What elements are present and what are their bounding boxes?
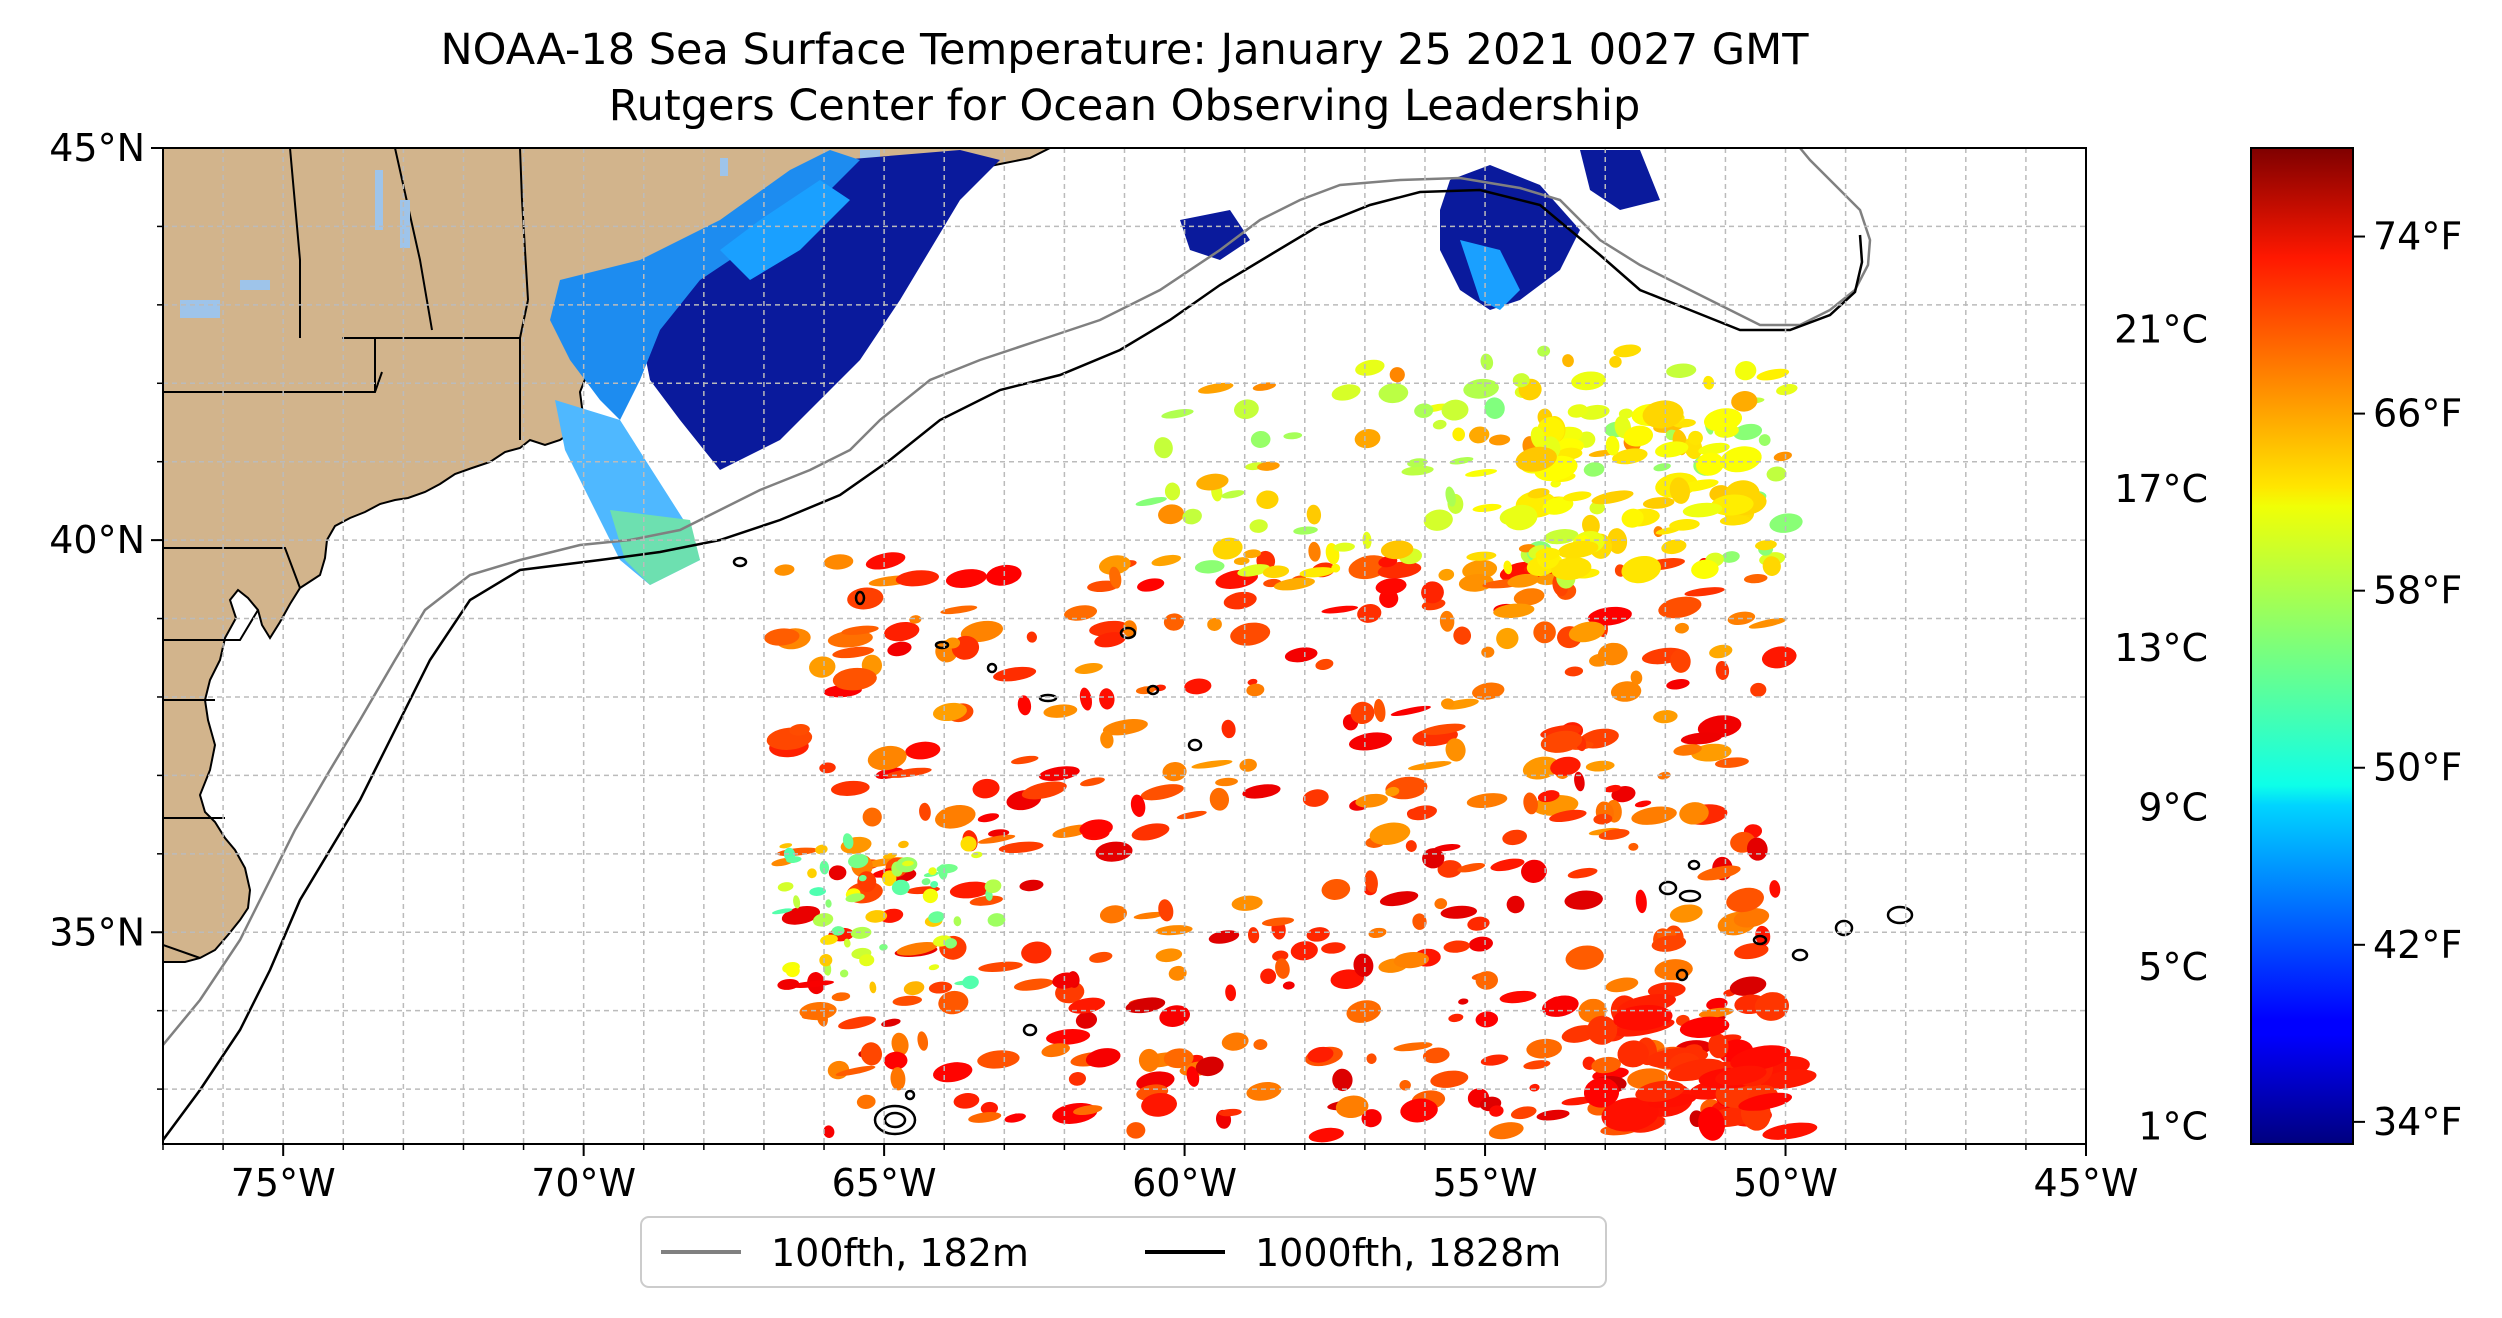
- legend: 100fth, 182m 1000fth, 1828m: [640, 1216, 1607, 1288]
- longitude-axis: 75°W 70°W 65°W 60°W 55°W 50°W 45°W: [162, 1144, 2139, 1205]
- lon-tick-label: 45°W: [2034, 1161, 2139, 1205]
- sst-data-layer: [550, 150, 1818, 1143]
- colorbar: 74°F 66°F 58°F 50°F 42°F 34°F 21°C 17°C 13°C 9°C…: [2114, 147, 2462, 1148]
- seamount-contours: [732, 556, 1914, 1136]
- lon-tick-label: 55°W: [1433, 1161, 1538, 1205]
- map-area: [163, 148, 2086, 1144]
- lon-tick-label: 75°W: [231, 1161, 336, 1205]
- lon-tick-label: 65°W: [832, 1161, 937, 1205]
- colorbar-f-label: 34°F: [2373, 1100, 2462, 1144]
- colorbar-f-label: 58°F: [2373, 569, 2462, 613]
- colorbar-c-label: 9°C: [2138, 786, 2208, 830]
- map-title: NOAA-18 Sea Surface Temperature: January…: [440, 25, 1809, 75]
- colorbar-c-label: 21°C: [2114, 307, 2208, 351]
- colorbar-f-label: 50°F: [2373, 746, 2462, 790]
- colorbar-f-label: 42°F: [2373, 923, 2462, 967]
- lon-tick-label: 60°W: [1132, 1161, 1237, 1205]
- lat-tick-label: 40°N: [49, 518, 145, 562]
- state-boundaries: [163, 148, 529, 959]
- colorbar-gradient: [2250, 147, 2354, 1145]
- colorbar-c-label: 17°C: [2114, 467, 2208, 511]
- lon-tick-label: 70°W: [531, 1161, 636, 1205]
- colorbar-f-label: 66°F: [2373, 392, 2462, 436]
- lat-tick-label: 35°N: [49, 910, 145, 954]
- gridlines: [163, 148, 2086, 1144]
- colorbar-celsius-ticks: 21°C 17°C 13°C 9°C 5°C 1°C: [2114, 307, 2208, 1148]
- colorbar-fahrenheit-ticks: 74°F 66°F 58°F 50°F 42°F 34°F: [2353, 215, 2462, 1144]
- map-subtitle: Rutgers Center for Ocean Observing Leade…: [608, 81, 1641, 131]
- legend-label-100fth: 100fth, 182m: [771, 1231, 1029, 1275]
- colorbar-c-label: 13°C: [2114, 626, 2208, 670]
- contour-1000fth: [163, 188, 1864, 1141]
- legend-box: [640, 1216, 1607, 1288]
- lon-tick-label: 50°W: [1733, 1161, 1838, 1205]
- colorbar-c-label: 5°C: [2138, 945, 2208, 989]
- latitude-axis: 45°N 40°N 35°N: [49, 126, 163, 1090]
- colorbar-f-label: 74°F: [2373, 215, 2462, 259]
- legend-label-1000fth: 1000fth, 1828m: [1255, 1231, 1561, 1275]
- lat-tick-label: 45°N: [49, 126, 145, 170]
- colorbar-c-label: 1°C: [2138, 1104, 2208, 1148]
